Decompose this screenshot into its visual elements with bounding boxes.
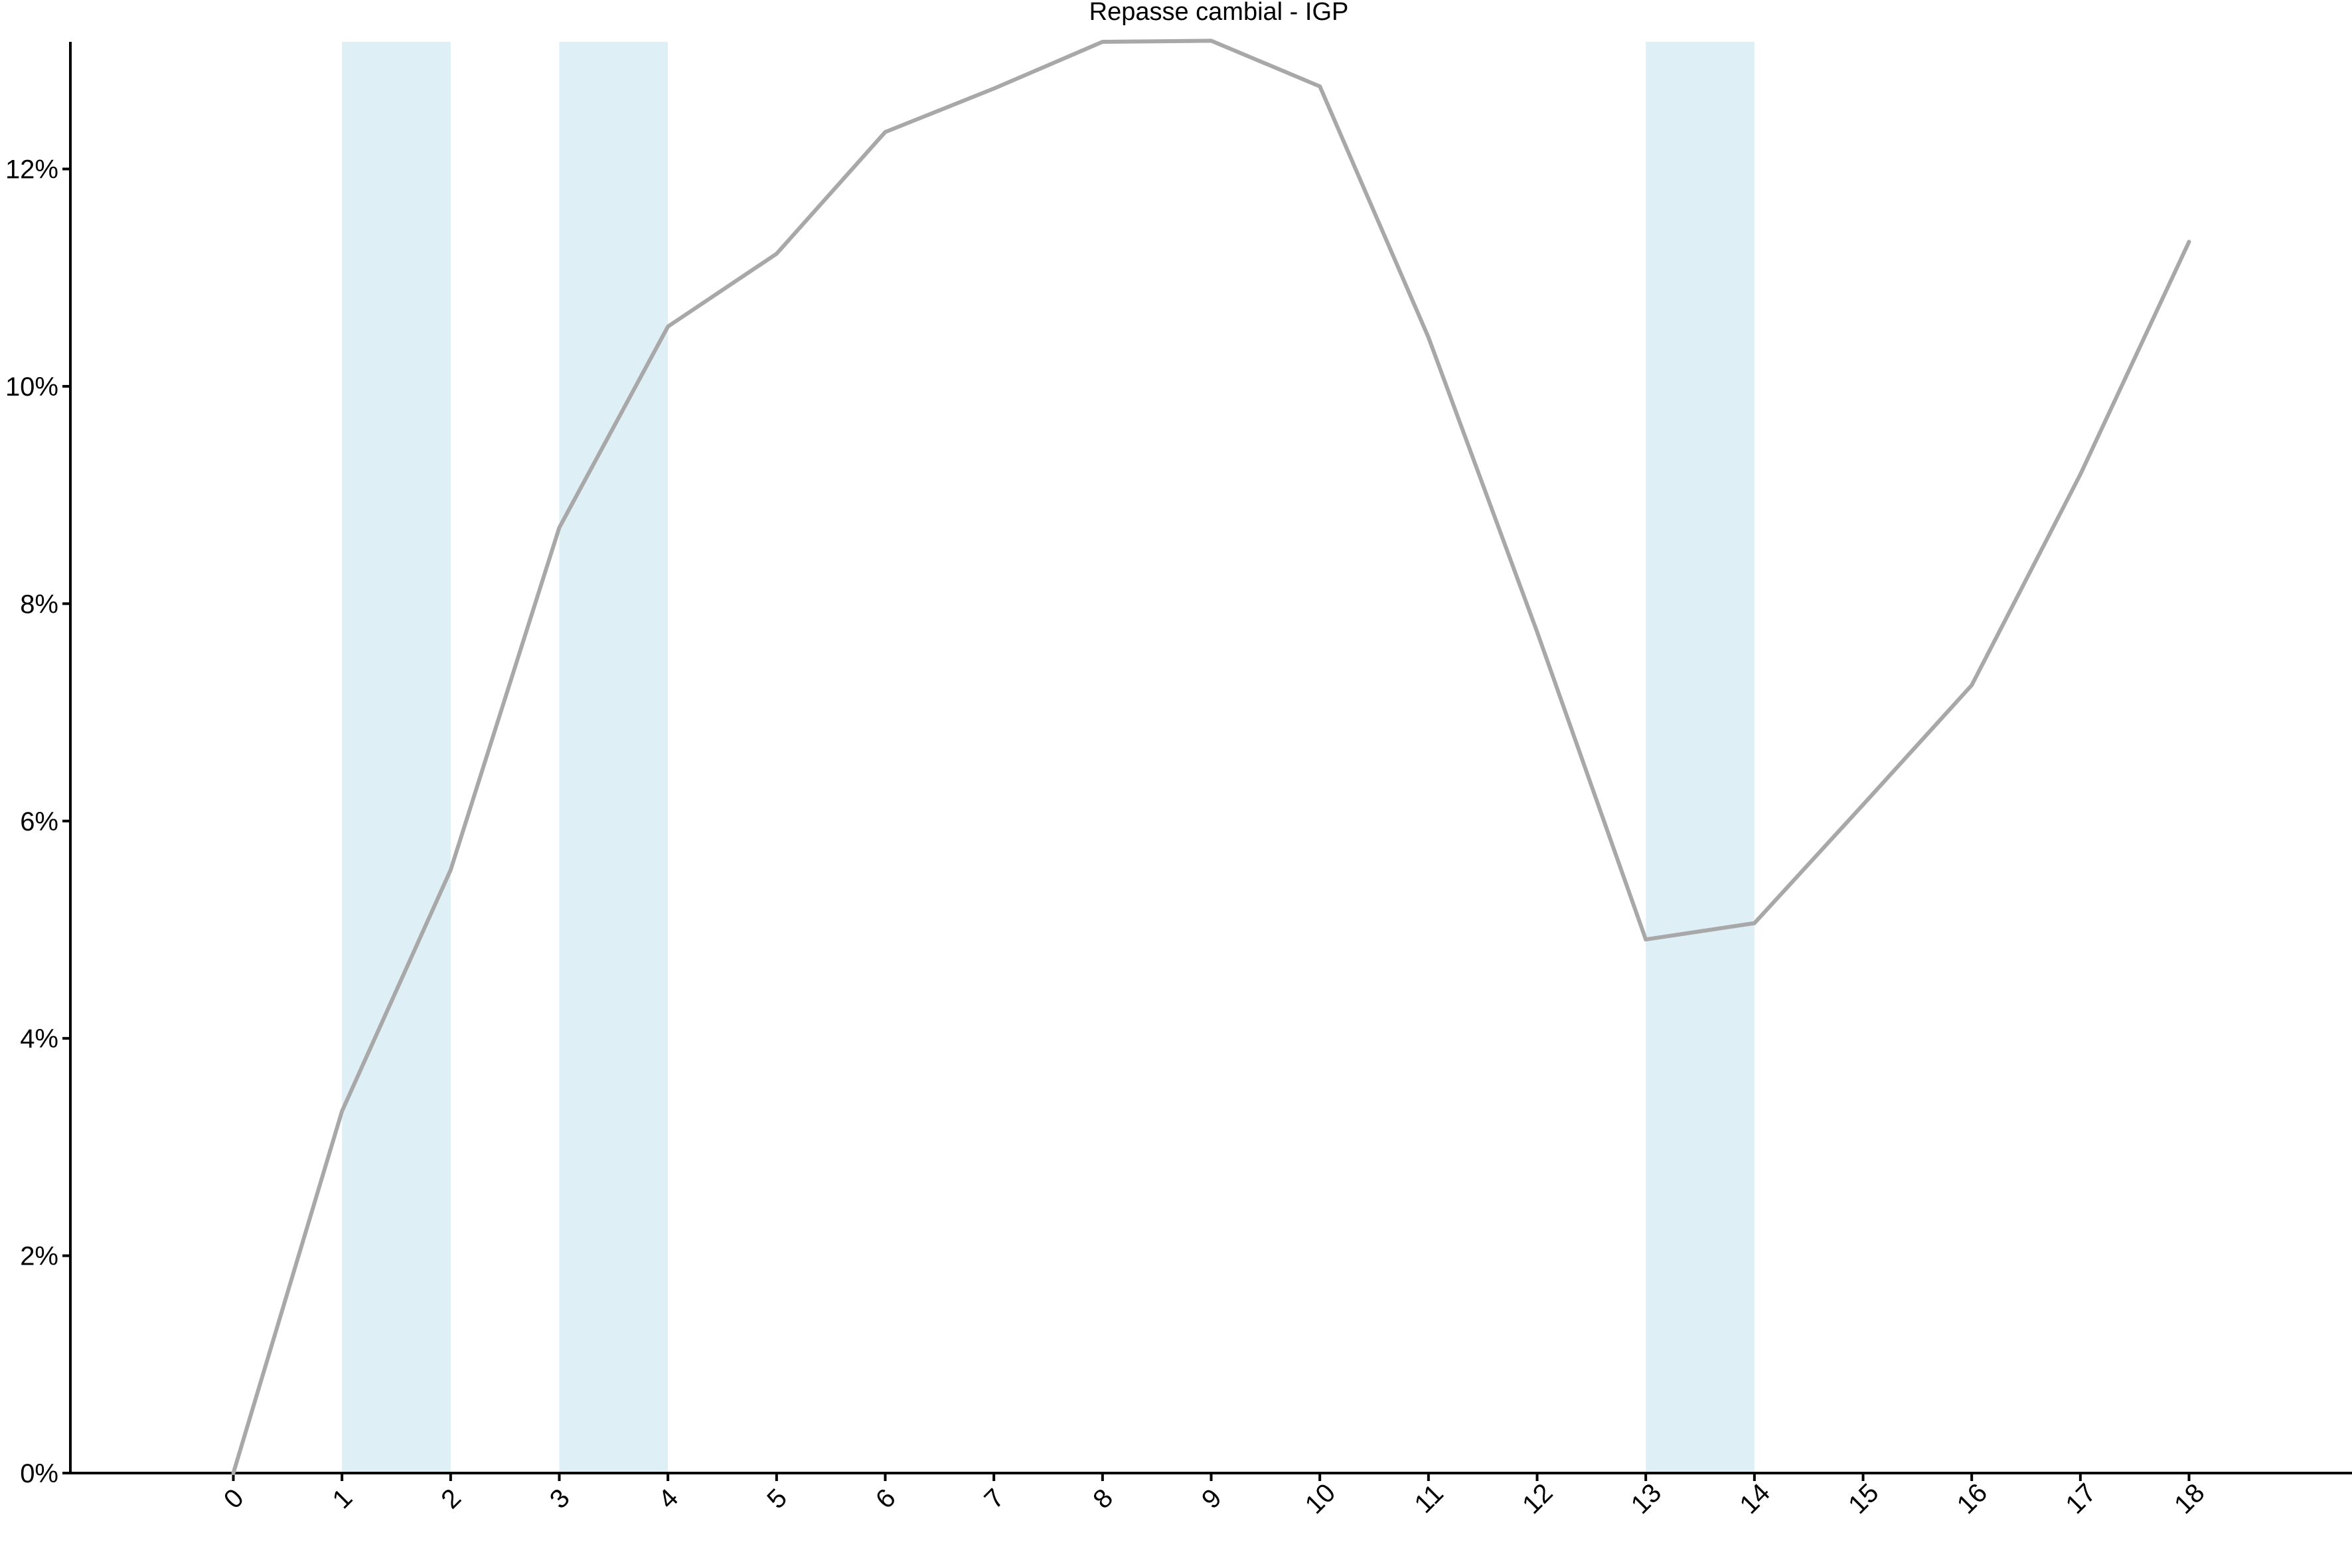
y-tick-label: 8% bbox=[20, 589, 58, 619]
x-tick-label: 9 bbox=[1196, 1483, 1227, 1514]
x-axis-ticks: 0123456789101112131415161718 bbox=[218, 1473, 2211, 1520]
shaded-bands bbox=[342, 42, 1755, 1473]
shaded-band-1 bbox=[342, 42, 451, 1473]
y-tick-label: 0% bbox=[20, 1459, 58, 1488]
y-tick-label: 2% bbox=[20, 1242, 58, 1271]
x-tick-label: 13 bbox=[1626, 1478, 1668, 1520]
x-tick-label: 15 bbox=[1843, 1478, 1885, 1520]
y-tick-label: 4% bbox=[20, 1024, 58, 1054]
x-tick-label: 3 bbox=[544, 1483, 576, 1514]
x-tick-label: 1 bbox=[327, 1483, 358, 1514]
y-tick-label: 10% bbox=[5, 372, 58, 402]
shaded-band-3 bbox=[1646, 42, 1755, 1473]
series-layer bbox=[234, 40, 2189, 1473]
x-tick-label: 7 bbox=[979, 1483, 1010, 1514]
x-tick-label: 18 bbox=[2169, 1478, 2211, 1520]
series-line-1 bbox=[234, 40, 2189, 1473]
y-tick-label: 12% bbox=[5, 155, 58, 185]
x-tick-label: 2 bbox=[435, 1483, 467, 1514]
x-tick-label: 16 bbox=[1952, 1478, 1994, 1520]
x-tick-label: 0 bbox=[218, 1483, 250, 1514]
x-tick-label: 4 bbox=[653, 1483, 684, 1514]
y-tick-label: 6% bbox=[20, 807, 58, 836]
x-tick-label: 8 bbox=[1087, 1483, 1119, 1514]
shaded-band-2 bbox=[560, 42, 668, 1473]
x-tick-label: 14 bbox=[1734, 1478, 1776, 1520]
y-axis-ticks: 0% 2% 4% 6% 8% 10% 12% bbox=[5, 155, 70, 1488]
x-tick-label: 12 bbox=[1517, 1478, 1559, 1520]
x-tick-label: 10 bbox=[1300, 1478, 1342, 1520]
x-tick-label: 6 bbox=[870, 1483, 902, 1514]
chart-title: Repasse cambial - IGP bbox=[1089, 0, 1349, 26]
x-tick-label: 11 bbox=[1409, 1479, 1449, 1519]
x-tick-label: 17 bbox=[2060, 1478, 2102, 1520]
x-tick-label: 5 bbox=[761, 1483, 793, 1514]
